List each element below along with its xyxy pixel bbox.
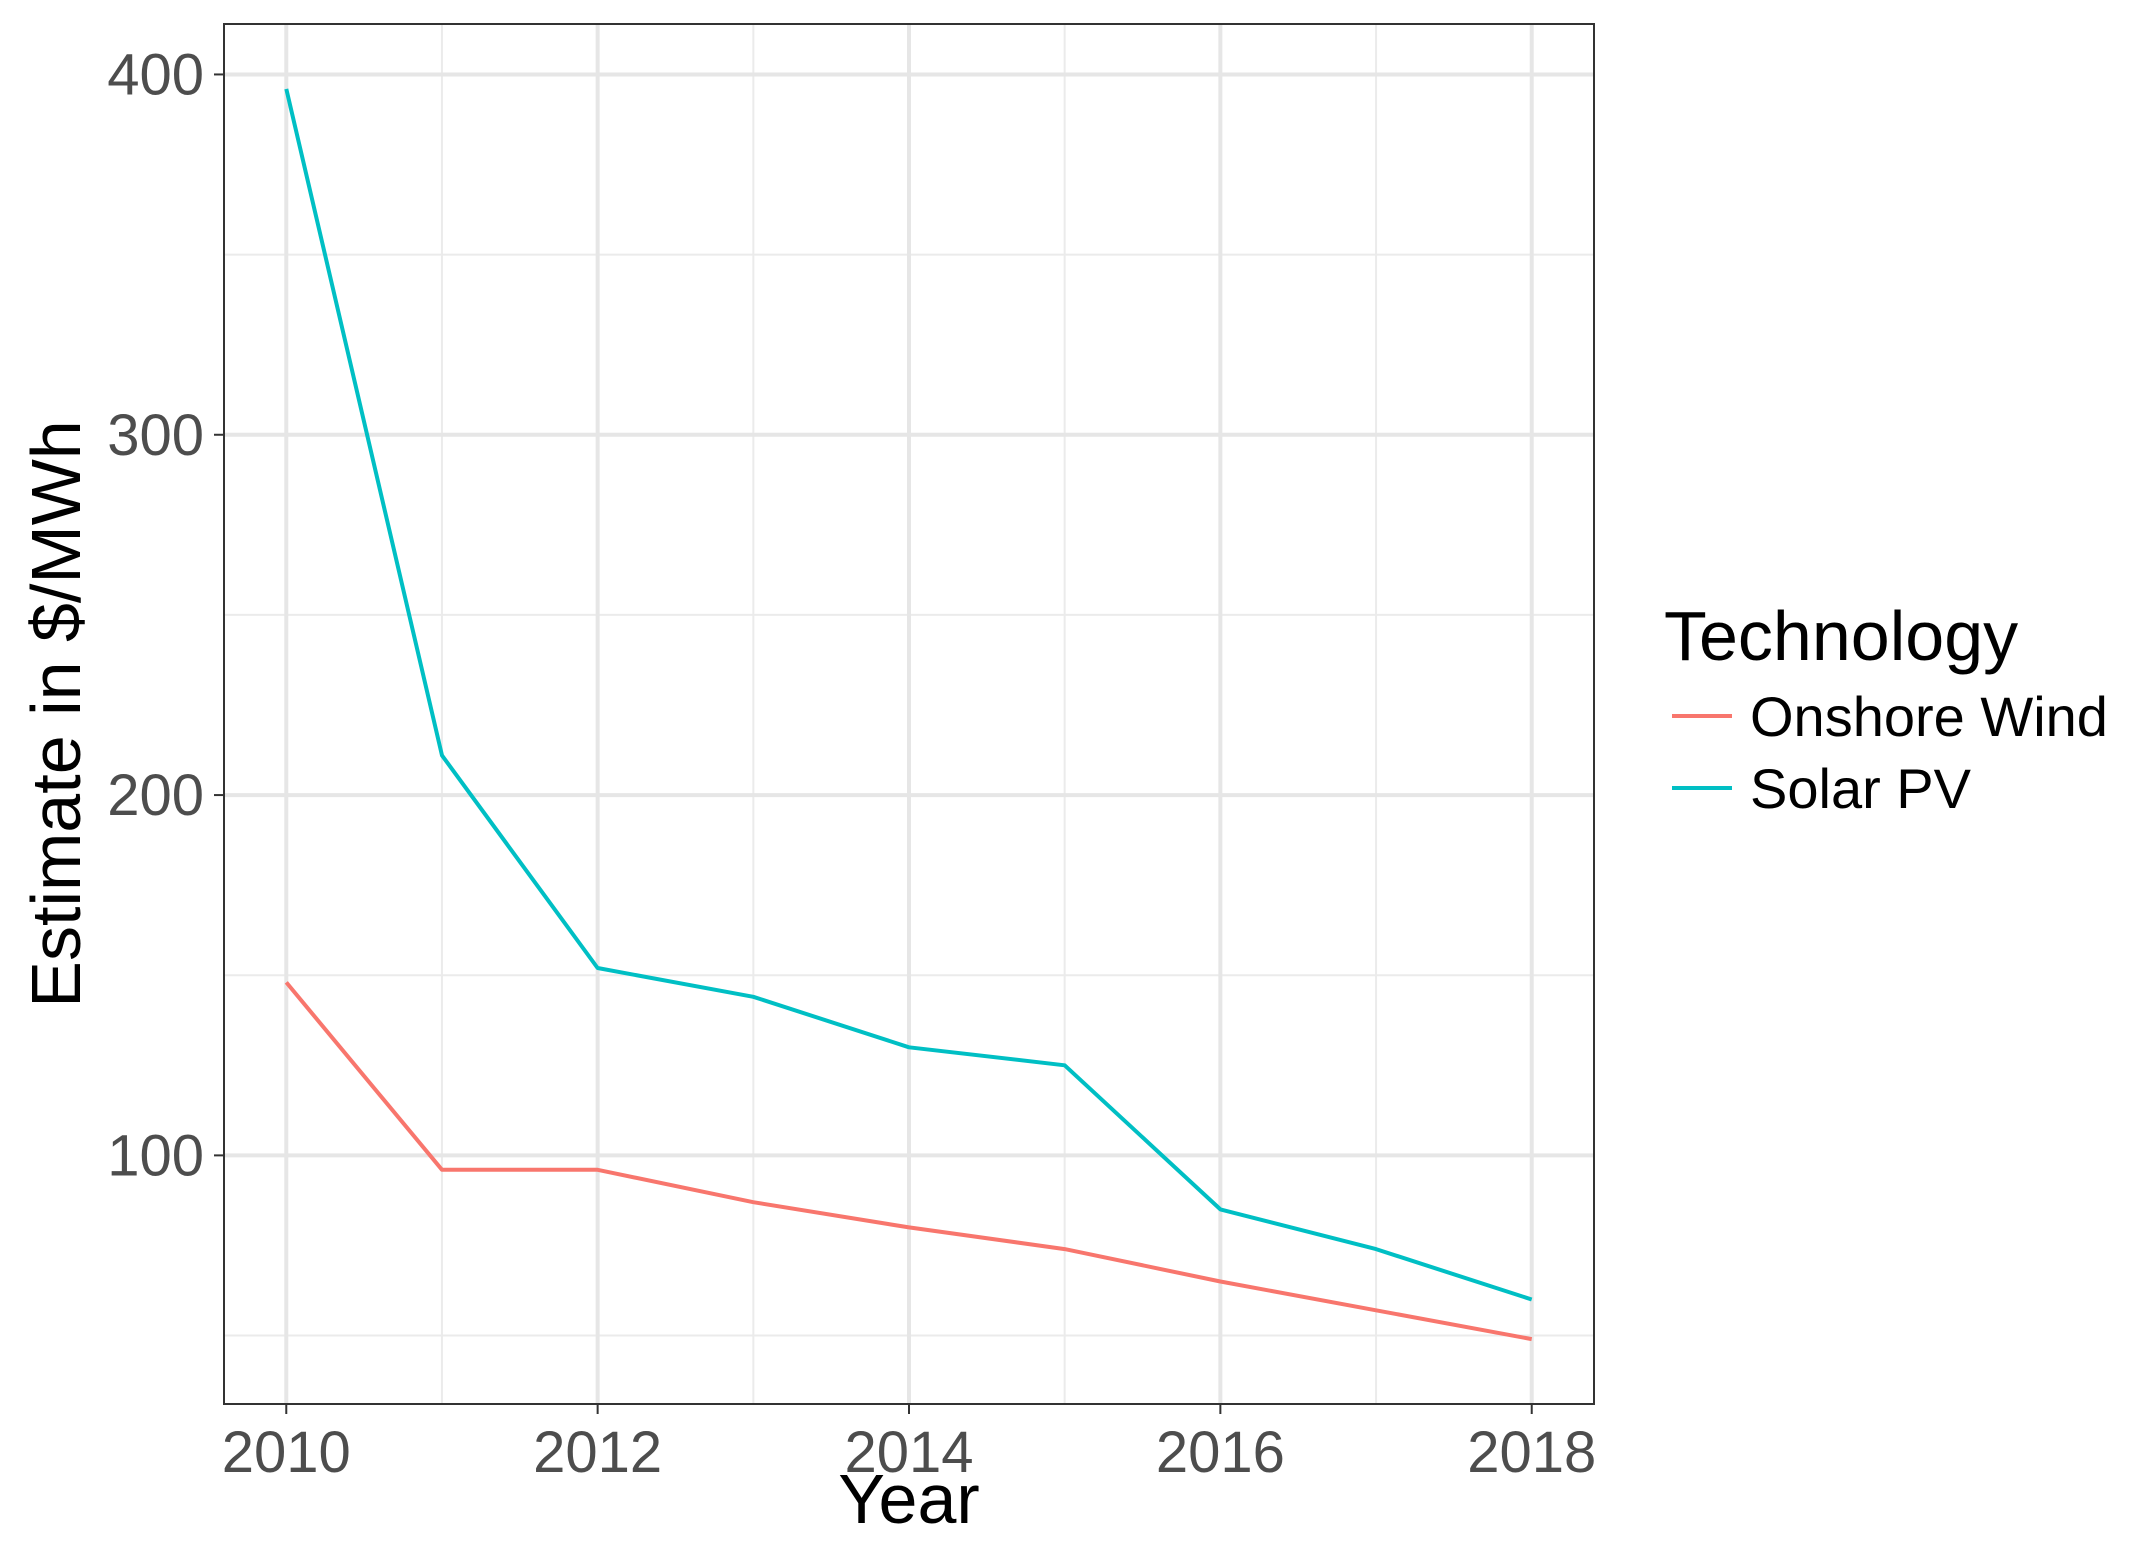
- x-tick-label: 2012: [533, 1420, 662, 1485]
- y-axis: 100 200 300 400: [107, 42, 224, 1188]
- series-line-onshore-wind: [284, 981, 1533, 1342]
- series-line-solar-pv: [284, 88, 1533, 1302]
- legend-label-solar-pv: Solar PV: [1750, 757, 1972, 820]
- series-lines: [284, 88, 1533, 1342]
- y-axis-title: Estimate in $/MWh: [17, 420, 95, 1007]
- legend-title: Technology: [1664, 597, 2018, 675]
- x-axis: 2010 2012 2014 2016 2018: [222, 1404, 1596, 1485]
- legend: Technology Onshore Wind Solar PV: [1664, 597, 2108, 820]
- x-tick-label: 2018: [1467, 1420, 1596, 1485]
- x-tick-label: 2016: [1156, 1420, 1285, 1485]
- x-axis-title: Year: [838, 1460, 979, 1538]
- y-tick-label: 300: [107, 403, 204, 468]
- major-gridlines: [224, 24, 1594, 1404]
- y-tick-label: 400: [107, 42, 204, 107]
- x-tick-label: 2010: [222, 1420, 351, 1485]
- y-tick-label: 100: [107, 1123, 204, 1188]
- y-tick-label: 200: [107, 763, 204, 828]
- legend-label-onshore-wind: Onshore Wind: [1750, 685, 2108, 748]
- x-tick-label: 2014: [844, 1420, 973, 1485]
